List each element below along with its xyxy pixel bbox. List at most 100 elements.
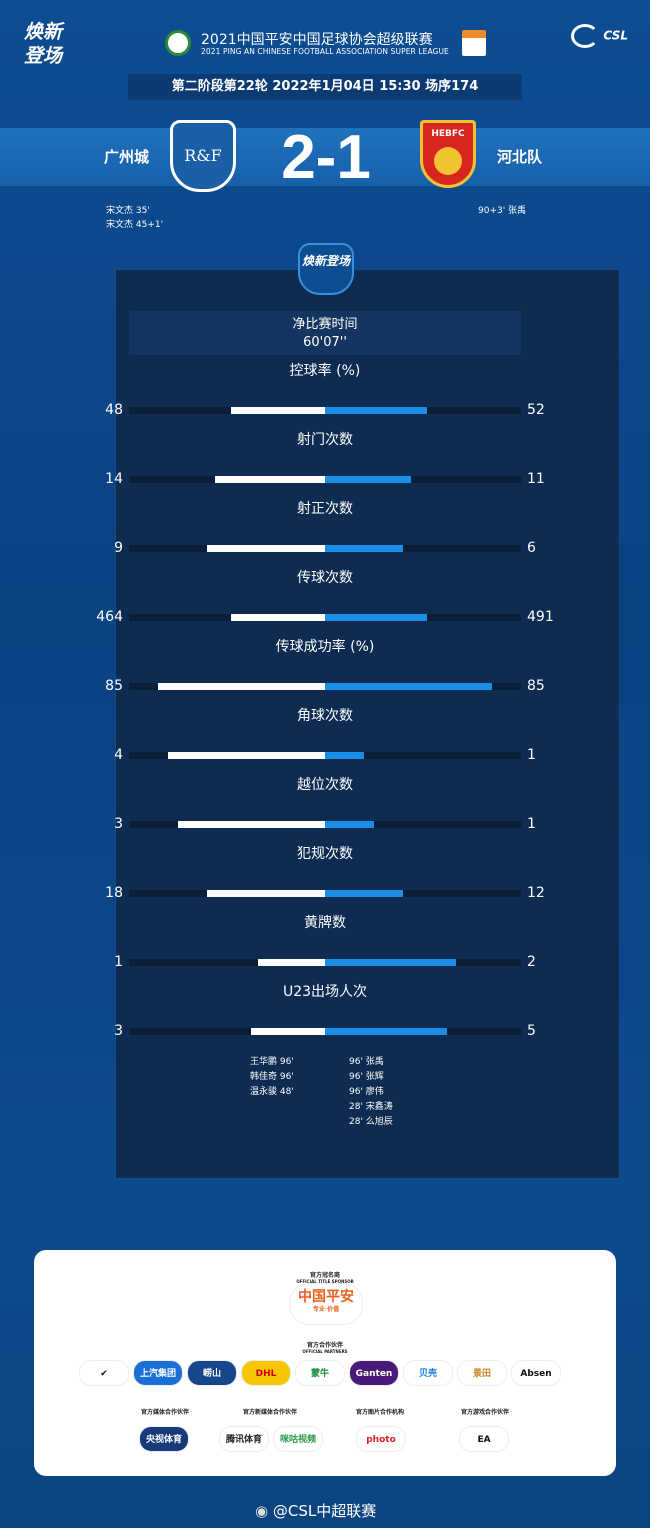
score-band <box>0 128 650 186</box>
home-fill <box>178 821 325 828</box>
home-value: 9 <box>114 540 123 556</box>
title-sponsor-logo: 中国平安 专业·价值 <box>289 1283 363 1325</box>
media-logo: 央视体育 <box>139 1426 189 1452</box>
home-fill <box>230 407 325 414</box>
stat-label: 角球次数 <box>297 708 353 724</box>
home-scorers: 宋文杰 35' 宋文杰 45+1' <box>106 204 163 232</box>
caption-cn: 官方冠名商 <box>309 1272 341 1279</box>
game-caption: 官方游戏合作伙伴 <box>460 1409 510 1416</box>
net-time-label: 净比赛时间 <box>292 317 358 332</box>
away-value: 1 <box>527 816 536 832</box>
stat-bar <box>129 614 521 621</box>
stat-label: 控球率 (%) <box>289 363 361 379</box>
scorer: 90+3' 张禹 <box>478 206 527 216</box>
stat-label: U23出场人次 <box>282 984 368 1000</box>
away-fill <box>325 959 457 966</box>
home-fill <box>168 752 325 759</box>
caption-cn: 官方合作伙伴 <box>306 1342 343 1349</box>
title-sponsor-sub: 专业·价值 <box>312 1306 340 1313</box>
cfa-emblem-icon <box>165 30 191 56</box>
away-fill <box>325 821 374 828</box>
u23-player: 温永骏 48' <box>250 1087 294 1097</box>
home-value: 3 <box>114 1023 123 1039</box>
stat-bar <box>129 890 521 897</box>
partner-logo: 崂山 <box>187 1360 237 1386</box>
scorer: 宋文杰 35' <box>106 206 150 216</box>
league-header: 2021中国平安中国足球协会超级联赛 2021 PING AN CHINESE … <box>165 28 486 62</box>
stat-label: 越位次数 <box>297 777 353 793</box>
match-info: 第二阶段第22轮 2022年1月04日 15:30 场序174 <box>128 74 522 100</box>
away-fill <box>325 614 427 621</box>
pingan-badge-icon <box>462 30 486 56</box>
home-fill <box>250 1028 325 1035</box>
away-fill <box>325 1028 447 1035</box>
u23-player: 28' 么旭辰 <box>349 1117 393 1127</box>
home-fill <box>158 683 325 690</box>
away-fill <box>325 890 404 897</box>
score: 2-1 <box>281 123 371 192</box>
u23-player: 96' 廖伟 <box>349 1087 384 1097</box>
stat-row: U23出场人次 3 5 <box>90 981 570 1041</box>
u23-away-list: 96' 张禹 96' 张辉 96' 廖伟 28' 宋鑫涛 28' 么旭辰 <box>349 1055 393 1130</box>
weibo-handle[interactable]: ◉ @CSL中超联赛 <box>255 1500 376 1521</box>
partners-caption: 官方合作伙伴 OFFICIAL PARTNERS <box>302 1340 347 1354</box>
away-fill <box>325 683 492 690</box>
dragon-icon <box>434 147 462 175</box>
stat-label: 黄牌数 <box>304 915 346 931</box>
away-value: 12 <box>527 885 545 901</box>
home-value: 4 <box>114 747 123 763</box>
u23-player: 韩佳奇 96' <box>250 1072 294 1082</box>
title-sponsor-name: 中国平安 <box>298 1289 354 1305</box>
home-fill <box>207 545 325 552</box>
stat-bar <box>129 752 521 759</box>
brand-logo: 焕新登场 <box>24 21 63 67</box>
away-scorers: 90+3' 张禹 <box>478 204 526 218</box>
away-fill <box>325 407 427 414</box>
home-value: 18 <box>105 885 123 901</box>
weibo-text: @CSL中超联赛 <box>272 1502 377 1520</box>
away-crest-text: HEBFC <box>431 129 465 139</box>
stat-bar <box>129 407 521 414</box>
newmedia-caption: 官方新媒体合作伙伴 <box>242 1409 298 1416</box>
away-value: 491 <box>527 609 554 625</box>
league-title-cn: 2021中国平安中国足球协会超级联赛 <box>201 32 433 48</box>
u23-player: 96' 张辉 <box>349 1072 384 1082</box>
away-team-name: 河北队 <box>497 148 543 166</box>
stat-row: 射门次数 14 11 <box>90 429 570 489</box>
stat-row: 传球次数 464 491 <box>90 567 570 627</box>
stat-bar <box>129 476 521 483</box>
home-value: 1 <box>114 954 123 970</box>
stat-bar <box>129 959 521 966</box>
home-value: 3 <box>114 816 123 832</box>
weibo-icon: ◉ <box>255 1502 269 1520</box>
newmedia-logo: 腾讯体育 <box>219 1426 269 1452</box>
home-value: 85 <box>105 678 123 694</box>
away-crest: HEBFC <box>420 120 476 188</box>
away-value: 85 <box>527 678 545 694</box>
home-value: 14 <box>105 471 123 487</box>
net-time: 净比赛时间 60'07'' <box>129 311 521 355</box>
photo-logo: photo <box>356 1426 406 1452</box>
away-fill <box>325 752 365 759</box>
stat-row: 射正次数 9 6 <box>90 498 570 558</box>
stat-row: 控球率 (%) 48 52 <box>90 360 570 420</box>
away-value: 5 <box>527 1023 536 1039</box>
away-value: 6 <box>527 540 536 556</box>
partner-logo: Ganten <box>349 1360 399 1386</box>
home-fill <box>215 476 325 483</box>
u23-player: 96' 张禹 <box>349 1057 384 1067</box>
u23-player: 王华鹏 96' <box>250 1057 294 1067</box>
media-caption: 官方媒体合作伙伴 <box>140 1409 190 1416</box>
panel-logo: 焕新登场 <box>298 243 354 295</box>
photo-caption: 官方图片合作机构 <box>355 1409 405 1416</box>
title-sponsor-caption: 官方冠名商 OFFICIAL TITLE SPONSOR <box>296 1270 353 1284</box>
home-value: 48 <box>105 402 123 418</box>
home-value: 464 <box>96 609 123 625</box>
csl-swirl-icon <box>571 24 600 48</box>
away-value: 1 <box>527 747 536 763</box>
u23-player: 28' 宋鑫涛 <box>349 1102 393 1112</box>
partner-logo: 上汽集团 <box>133 1360 183 1386</box>
stat-label: 传球成功率 (%) <box>275 639 375 655</box>
partner-logo: 蒙牛 <box>295 1360 345 1386</box>
away-fill <box>325 545 404 552</box>
